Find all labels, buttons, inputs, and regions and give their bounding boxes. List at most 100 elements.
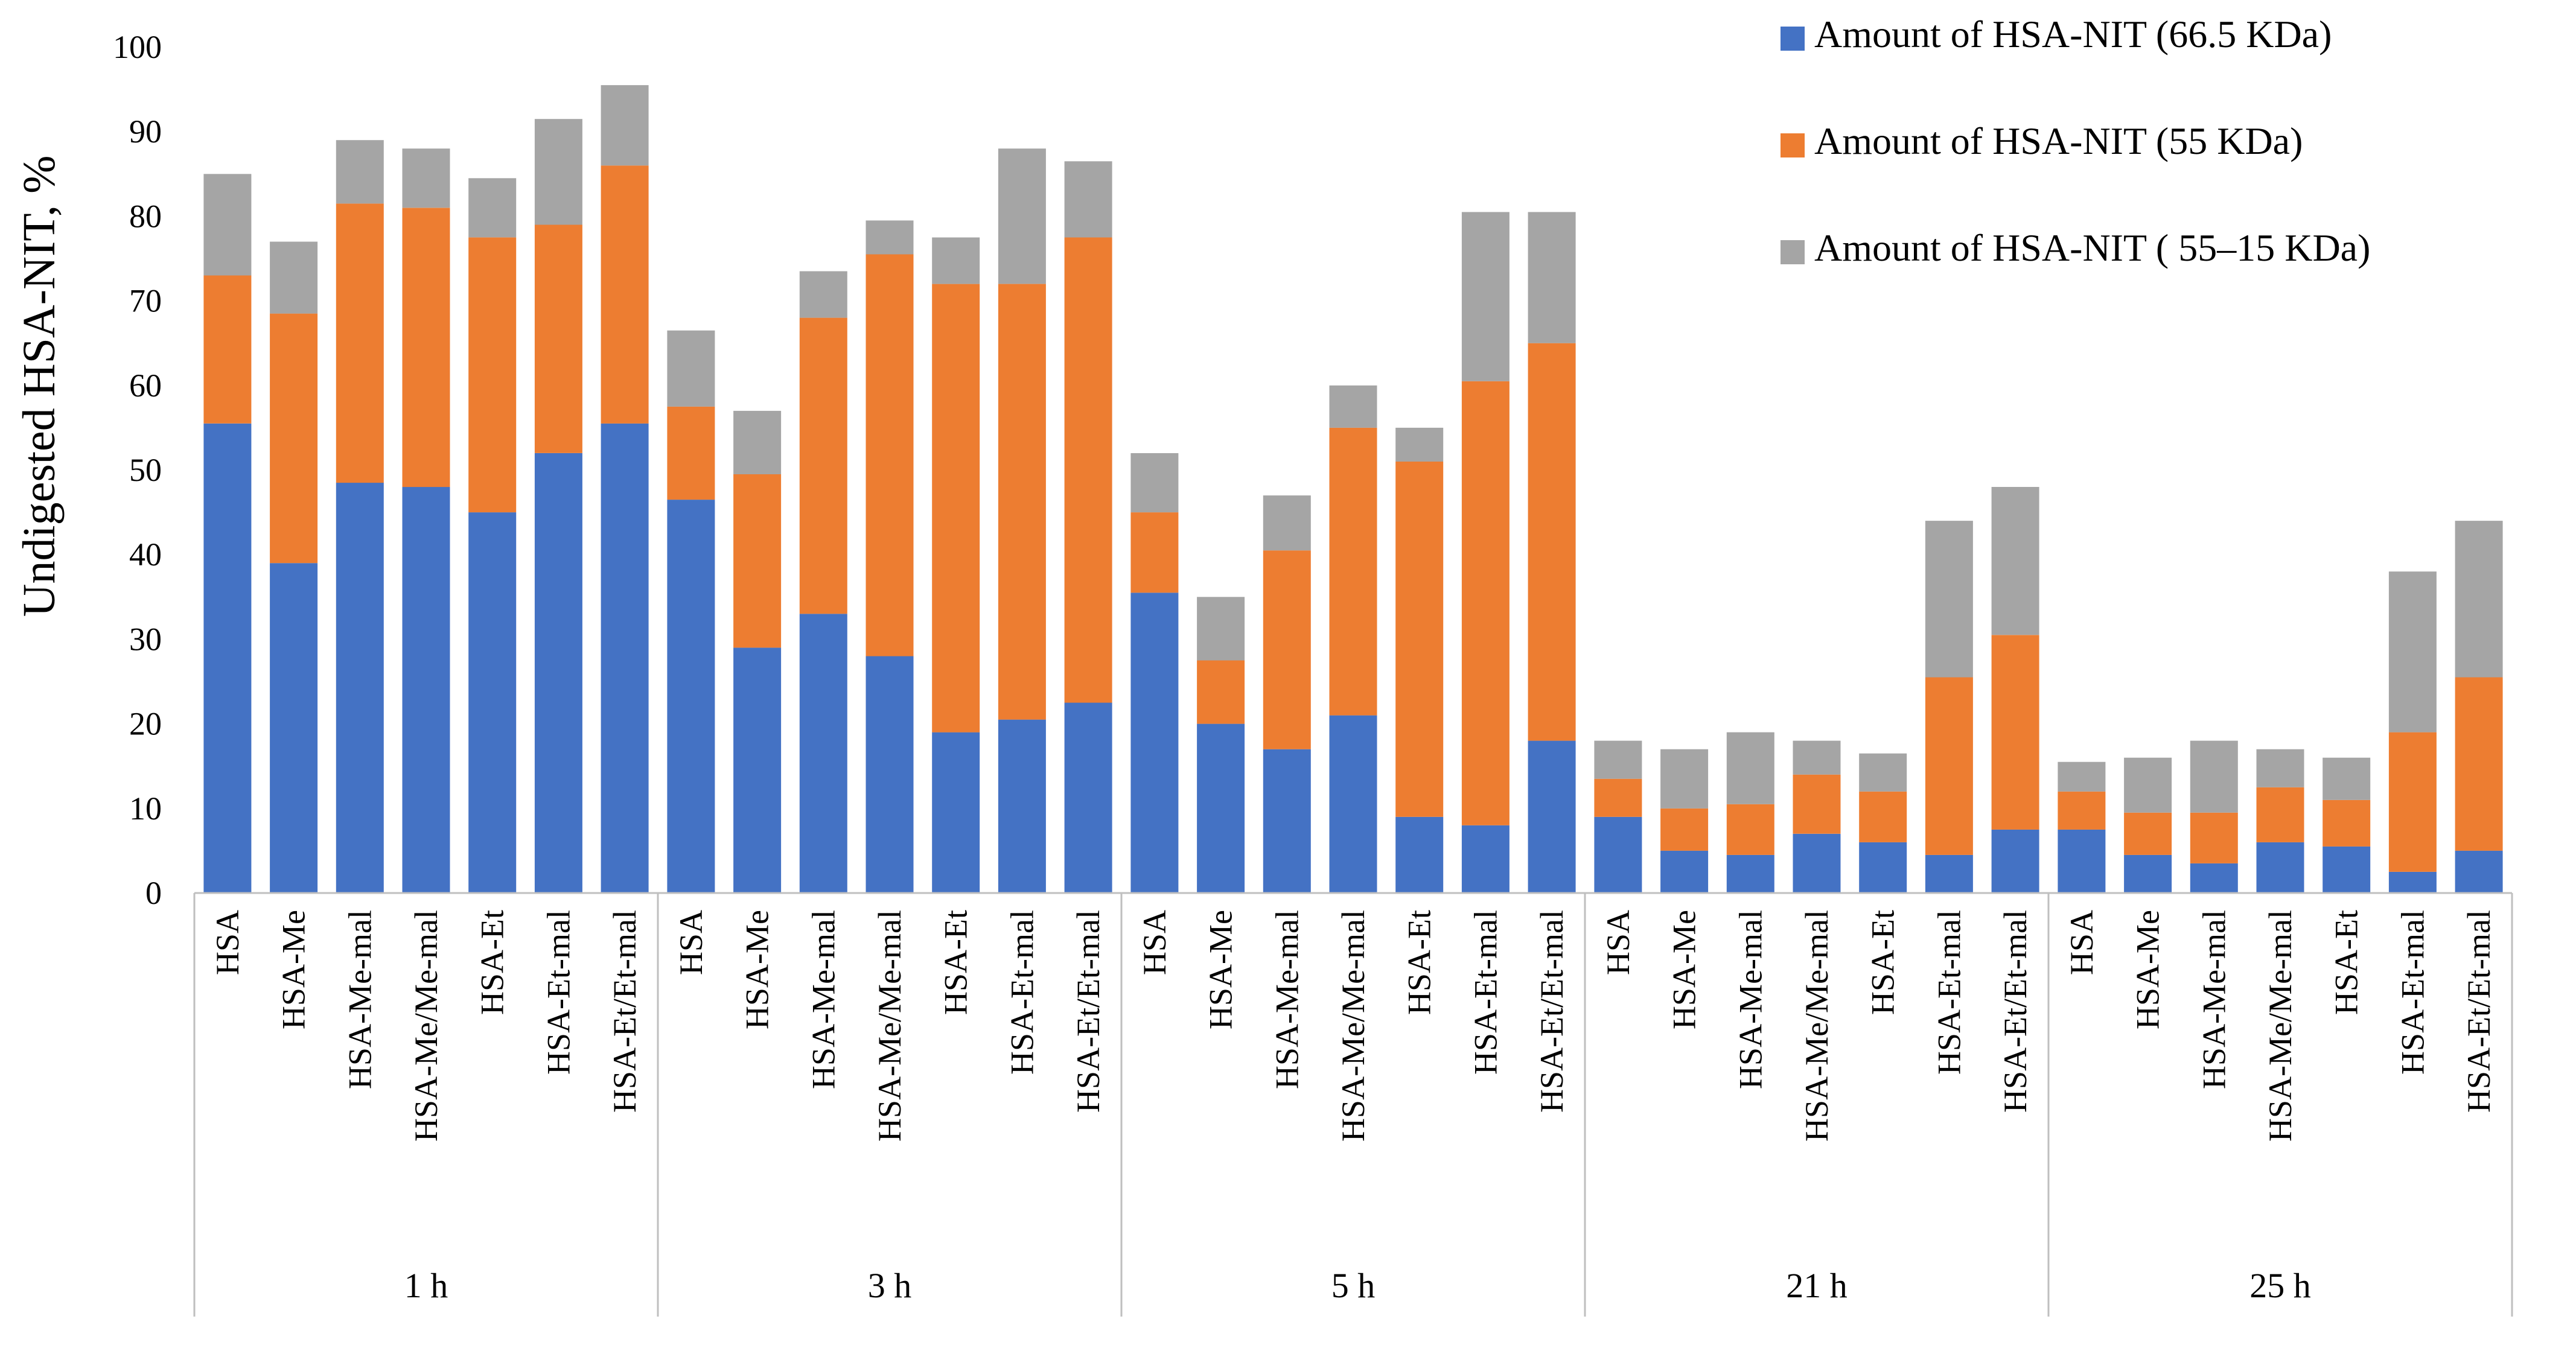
- bar-segment-2: [1925, 677, 1973, 855]
- bars: [203, 85, 2503, 893]
- bar-segment-1: [468, 512, 517, 893]
- y-tick-label: 100: [113, 29, 162, 65]
- bar-segment-2: [1660, 808, 1709, 851]
- x-category-label: HSA-Et: [2329, 910, 2365, 1015]
- bar-segment-2: [203, 275, 252, 424]
- bar-segment-1: [203, 423, 252, 893]
- bar-segment-3: [203, 174, 252, 276]
- x-category-label: HSA-Me-mal: [1732, 910, 1768, 1089]
- x-category-label: HSA: [2064, 910, 2100, 975]
- bar-segment-1: [1263, 749, 1311, 893]
- bar-segment-3: [1660, 749, 1709, 809]
- bar-segment-1: [1726, 854, 1774, 893]
- legend-item-1[interactable]: Amount of HSA-NIT (66.5 KDa): [1781, 13, 2332, 56]
- legend[interactable]: Amount of HSA-NIT (66.5 KDa) Amount of HS…: [1781, 13, 2370, 269]
- bar-segment-2: [402, 208, 450, 488]
- bar-segment-1: [998, 719, 1046, 893]
- bar-segment-2: [1329, 427, 1377, 716]
- bar-segment-1: [2388, 872, 2437, 893]
- legend-item-3[interactable]: Amount of HSA-NIT ( 55–15 KDa): [1781, 226, 2370, 269]
- bar-segment-3: [1594, 740, 1642, 779]
- bar-segment-1: [2455, 850, 2503, 893]
- bar-segment-3: [667, 330, 715, 407]
- bar-segment-3: [1197, 597, 1245, 661]
- bar-segment-3: [534, 119, 582, 225]
- x-axis-group-labels: 1 h 3 h 5 h 21 h 25 h: [404, 1266, 2311, 1305]
- legend-swatch: [1781, 240, 1805, 264]
- y-tick-label: 10: [129, 790, 162, 827]
- x-category-label: HSA-Me/Me-mal: [408, 910, 444, 1142]
- x-category-label: HSA-Et: [938, 910, 974, 1015]
- bar-segment-1: [1859, 842, 1907, 893]
- bar-segment-1: [799, 614, 847, 893]
- bar-segment-2: [1859, 791, 1907, 842]
- y-tick-label: 30: [129, 621, 162, 657]
- y-axis-label: Undigested HSA-NIT, %: [14, 156, 65, 617]
- x-category-label: HSA-Et/Et-mal: [2461, 910, 2497, 1113]
- bar-segment-3: [1461, 212, 1510, 381]
- bar-segment-2: [667, 406, 715, 500]
- y-tick-label: 70: [129, 283, 162, 319]
- x-category-label: HSA-Me: [2130, 910, 2166, 1029]
- x-category-label: HSA-Me/Me-mal: [1335, 910, 1371, 1142]
- legend-item-2[interactable]: Amount of HSA-NIT (55 KDa): [1781, 119, 2303, 162]
- bar-segment-2: [2190, 812, 2238, 863]
- bar-segment-3: [2190, 740, 2238, 813]
- x-group-label: 3 h: [868, 1266, 912, 1305]
- bar-segment-2: [1594, 778, 1642, 817]
- bar-segment-2: [468, 237, 517, 513]
- legend-swatch: [1781, 27, 1805, 51]
- x-axis: [193, 892, 2513, 1317]
- bar-segment-1: [270, 563, 318, 893]
- bar-segment-3: [2388, 571, 2437, 733]
- bar-segment-2: [601, 165, 649, 424]
- x-category-label: HSA-Me-mal: [2196, 910, 2232, 1089]
- bar-segment-2: [1991, 635, 2039, 830]
- bar-segment-1: [1130, 593, 1179, 893]
- bar-segment-3: [1925, 521, 1973, 678]
- bar-segment-1: [733, 647, 782, 893]
- bar-segment-2: [866, 254, 914, 656]
- bar-segment-2: [2455, 677, 2503, 851]
- bar-segment-2: [336, 203, 384, 483]
- y-tick-label: 20: [129, 706, 162, 742]
- legend-label: Amount of HSA-NIT ( 55–15 KDa): [1814, 226, 2370, 269]
- bar-segment-1: [1329, 715, 1377, 893]
- bar-segment-3: [2323, 757, 2371, 800]
- x-group-label: 1 h: [404, 1266, 448, 1305]
- bar-segment-1: [866, 656, 914, 893]
- bar-segment-3: [468, 178, 517, 238]
- bar-segment-3: [866, 220, 914, 255]
- y-tick-label: 90: [129, 113, 162, 150]
- bar-segment-3: [932, 237, 980, 284]
- legend-label: Amount of HSA-NIT (55 KDa): [1814, 119, 2303, 162]
- bar-segment-1: [1793, 833, 1841, 893]
- bar-segment-2: [1793, 774, 1841, 834]
- bar-segment-3: [799, 271, 847, 318]
- bar-segment-1: [2323, 846, 2371, 893]
- bar-segment-2: [1726, 804, 1774, 855]
- legend-swatch: [1781, 133, 1805, 157]
- bar-segment-3: [601, 85, 649, 166]
- bar-segment-1: [2256, 842, 2304, 893]
- bar-segment-2: [2124, 812, 2172, 855]
- bar-segment-1: [1594, 816, 1642, 893]
- bar-segment-2: [270, 313, 318, 564]
- x-category-label: HSA: [673, 910, 709, 975]
- bar-segment-3: [1528, 212, 1576, 343]
- x-category-label: HSA-Et-mal: [2394, 910, 2431, 1075]
- bar-segment-1: [1991, 829, 2039, 893]
- bar-segment-1: [1660, 850, 1709, 893]
- bar-segment-1: [1528, 740, 1576, 893]
- bar-segment-2: [799, 317, 847, 614]
- x-category-label: HSA-Et-mal: [540, 910, 576, 1075]
- bar-segment-3: [336, 140, 384, 204]
- bar-segment-2: [2058, 791, 2106, 830]
- y-tick-label: 50: [129, 452, 162, 488]
- bar-segment-1: [932, 732, 980, 893]
- x-category-label: HSA-Et/Et-mal: [607, 910, 643, 1113]
- bar-segment-2: [1395, 462, 1444, 817]
- x-category-label: HSA: [1137, 910, 1173, 975]
